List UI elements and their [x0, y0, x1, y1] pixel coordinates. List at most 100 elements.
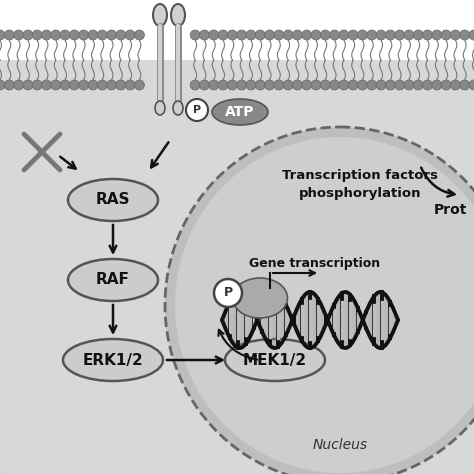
Circle shape — [200, 30, 210, 40]
Circle shape — [385, 80, 395, 90]
Circle shape — [60, 80, 70, 90]
Circle shape — [246, 80, 256, 90]
Circle shape — [4, 30, 14, 40]
Ellipse shape — [165, 127, 474, 474]
Circle shape — [135, 80, 145, 90]
Text: ERK1/2: ERK1/2 — [82, 353, 143, 367]
Circle shape — [376, 30, 386, 40]
Circle shape — [116, 30, 126, 40]
Circle shape — [432, 30, 442, 40]
Circle shape — [41, 30, 52, 40]
Circle shape — [255, 80, 265, 90]
Circle shape — [125, 80, 135, 90]
Text: P: P — [223, 286, 233, 300]
Circle shape — [0, 30, 5, 40]
Circle shape — [329, 30, 339, 40]
Circle shape — [274, 80, 284, 90]
Circle shape — [125, 30, 135, 40]
Circle shape — [357, 30, 367, 40]
Ellipse shape — [212, 99, 268, 125]
Ellipse shape — [153, 4, 167, 26]
Circle shape — [14, 30, 24, 40]
Circle shape — [460, 30, 470, 40]
Circle shape — [311, 80, 321, 90]
Circle shape — [404, 80, 414, 90]
Circle shape — [88, 80, 98, 90]
Ellipse shape — [155, 101, 165, 115]
Circle shape — [469, 30, 474, 40]
Circle shape — [228, 80, 237, 90]
Text: phosphorylation: phosphorylation — [299, 186, 421, 200]
Circle shape — [432, 80, 442, 90]
Circle shape — [395, 80, 405, 90]
Circle shape — [237, 80, 246, 90]
Ellipse shape — [68, 179, 158, 221]
Ellipse shape — [175, 137, 474, 473]
Circle shape — [14, 80, 24, 90]
Circle shape — [460, 80, 470, 90]
Circle shape — [79, 30, 89, 40]
Circle shape — [116, 80, 126, 90]
Circle shape — [264, 30, 274, 40]
Circle shape — [209, 30, 219, 40]
Circle shape — [60, 30, 70, 40]
Circle shape — [79, 80, 89, 90]
Circle shape — [69, 30, 79, 40]
Circle shape — [311, 30, 321, 40]
Circle shape — [246, 30, 256, 40]
Text: RAS: RAS — [96, 192, 130, 208]
Circle shape — [255, 30, 265, 40]
Ellipse shape — [233, 278, 288, 318]
Circle shape — [97, 30, 107, 40]
Circle shape — [367, 30, 377, 40]
Ellipse shape — [173, 101, 183, 115]
Circle shape — [469, 80, 474, 90]
Bar — [0, 0, 474, 60]
Circle shape — [200, 80, 210, 90]
Circle shape — [32, 80, 42, 90]
Circle shape — [450, 30, 460, 40]
Circle shape — [283, 30, 293, 40]
Circle shape — [69, 80, 79, 90]
Circle shape — [218, 80, 228, 90]
Circle shape — [348, 30, 358, 40]
Text: Transcription factors: Transcription factors — [282, 168, 438, 182]
Circle shape — [450, 80, 460, 90]
Circle shape — [404, 30, 414, 40]
Ellipse shape — [225, 339, 325, 381]
Circle shape — [413, 80, 423, 90]
Circle shape — [23, 30, 33, 40]
Circle shape — [228, 30, 237, 40]
Ellipse shape — [171, 4, 185, 26]
Circle shape — [422, 80, 433, 90]
Ellipse shape — [68, 259, 158, 301]
Circle shape — [339, 30, 349, 40]
Circle shape — [264, 80, 274, 90]
Circle shape — [190, 30, 200, 40]
Circle shape — [0, 80, 5, 90]
Circle shape — [237, 30, 246, 40]
Circle shape — [320, 30, 330, 40]
Circle shape — [385, 30, 395, 40]
Circle shape — [51, 30, 61, 40]
Circle shape — [339, 80, 349, 90]
Circle shape — [214, 279, 242, 307]
Text: Gene transcription: Gene transcription — [249, 256, 381, 270]
Circle shape — [107, 30, 117, 40]
Circle shape — [186, 99, 208, 121]
Circle shape — [376, 80, 386, 90]
Circle shape — [422, 30, 433, 40]
Text: ATP: ATP — [225, 105, 255, 119]
FancyBboxPatch shape — [0, 45, 474, 474]
Circle shape — [218, 30, 228, 40]
Circle shape — [302, 80, 312, 90]
Circle shape — [32, 30, 42, 40]
Circle shape — [4, 80, 14, 90]
Circle shape — [292, 30, 302, 40]
Text: Prot: Prot — [433, 203, 467, 217]
Circle shape — [329, 80, 339, 90]
Circle shape — [23, 80, 33, 90]
Circle shape — [51, 80, 61, 90]
Circle shape — [190, 80, 200, 90]
Circle shape — [395, 30, 405, 40]
